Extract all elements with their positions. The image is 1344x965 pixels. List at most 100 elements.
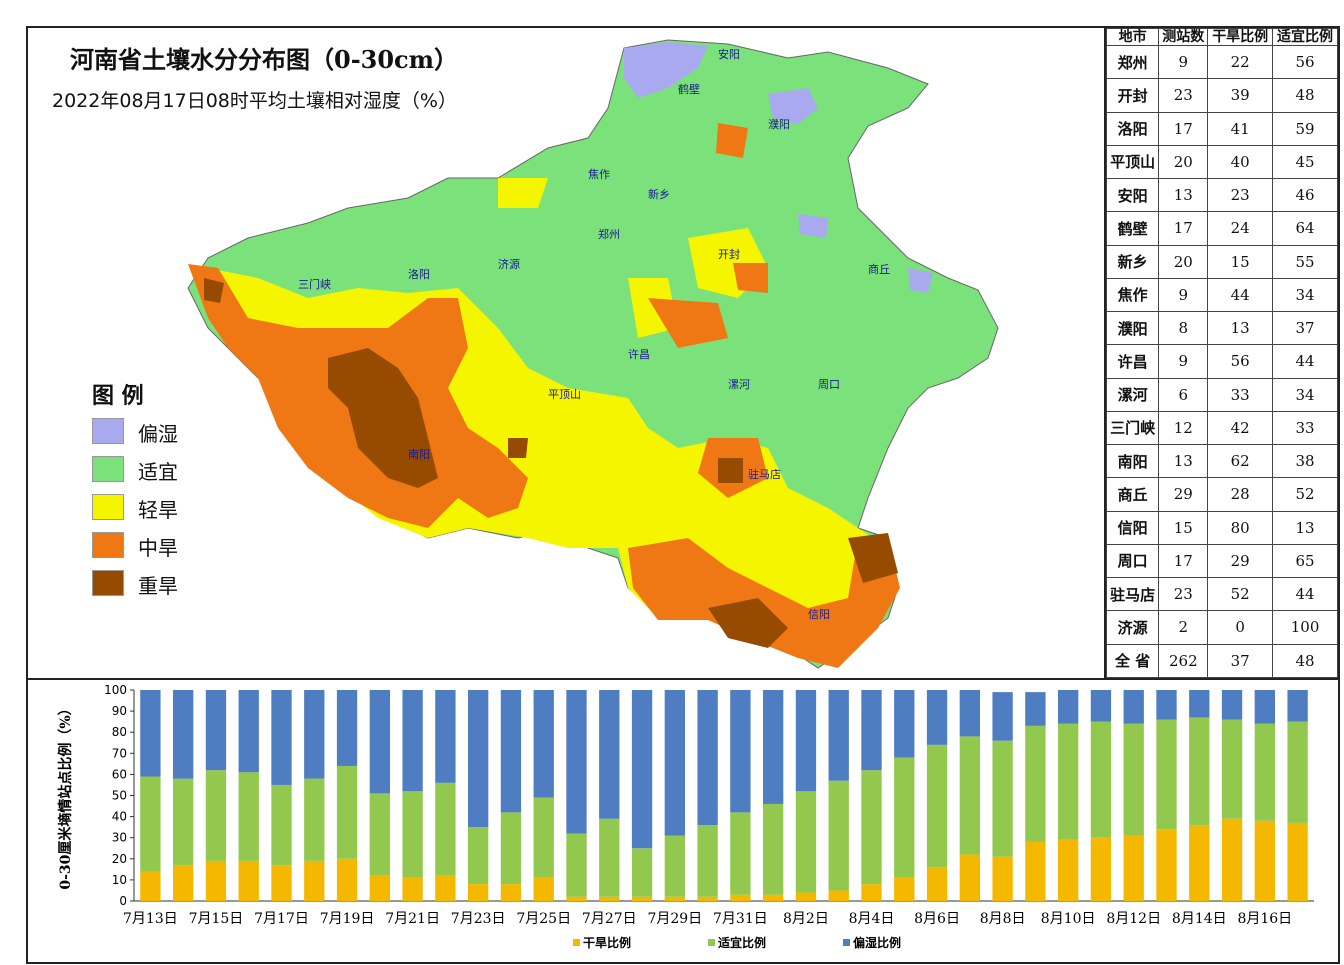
bar-segment: [566, 896, 587, 901]
table-value-cell: 65: [1272, 543, 1338, 579]
y-axis-label: 0-30厘米墒情站点比例（%）: [57, 701, 74, 889]
map-region-moderate-drought: [733, 263, 768, 293]
bar-segment: [304, 690, 325, 779]
table-value-cell: 56: [1207, 344, 1274, 379]
table-value-cell: 55: [1272, 244, 1338, 279]
table-row: 南阳 13 62 38: [1105, 443, 1338, 479]
soil-moisture-map-panel: 郑州 开封 洛阳 安阳 新乡 焦作 濮阳 许昌 漯河 三门峡 南阳 商丘 信阳 周口 驻马店 平顶山 鹤壁 济源 …: [26, 26, 1106, 680]
city-name-cell: 南阳: [1105, 443, 1160, 479]
map-region-severe-drought: [708, 598, 788, 648]
x-tick-label: 7月13日: [123, 911, 178, 927]
bar-segment: [1221, 690, 1243, 720]
bar-segment: [730, 894, 751, 901]
bar-segment: [861, 690, 882, 771]
bar-segment: [926, 690, 948, 745]
bar-segment: [271, 784, 292, 866]
table-value-cell: 12: [1158, 410, 1209, 446]
table-header-row: 地市 测站数 干旱比例 适宜比例: [1105, 28, 1338, 46]
x-tick-label: 7月31日: [713, 911, 768, 927]
bar-segment: [828, 780, 849, 891]
bar-segment: [1123, 723, 1144, 836]
city-name-cell: 驻马店: [1105, 576, 1160, 612]
map-place-label: 漯河: [728, 378, 750, 391]
city-name-cell: 焦作: [1105, 277, 1160, 313]
bar-segment: [697, 825, 718, 897]
legend-label: 轻旱: [138, 498, 178, 522]
y-tick-label: 20: [112, 852, 127, 866]
table-value-cell: 13: [1158, 177, 1209, 213]
table-value-cell: 17: [1158, 211, 1209, 246]
bar-segment: [1058, 690, 1079, 724]
bar-segment: [205, 860, 227, 901]
legend-swatch: [92, 418, 124, 444]
bar-segment: [566, 690, 587, 834]
table-value-cell: 33: [1207, 377, 1274, 412]
bar-segment: [1123, 690, 1144, 724]
map-region-wet: [624, 42, 708, 98]
bar-segment: [468, 884, 489, 901]
x-tick-label: 7月25日: [516, 911, 571, 927]
bar-segment: [1090, 721, 1112, 838]
y-tick-label: 90: [112, 704, 127, 718]
bar-segment: [271, 690, 292, 785]
table-value-cell: 62: [1207, 443, 1274, 479]
table-value-cell: 52: [1272, 477, 1338, 512]
bar-segment: [304, 860, 325, 901]
map-region-severe-drought: [328, 348, 438, 488]
bar-segment: [1025, 692, 1046, 726]
bar-segment: [336, 765, 358, 859]
table-value-cell: 17: [1158, 543, 1209, 579]
table-row: 驻马店 23 52 44: [1105, 576, 1338, 612]
x-tick-label: 7月23日: [451, 911, 506, 927]
table-value-cell: 33: [1272, 410, 1338, 446]
bar-segment: [435, 690, 456, 783]
chart-legend-label: 偏湿比例: [853, 935, 901, 950]
city-name-cell: 安阳: [1105, 177, 1160, 213]
bar-segment: [763, 690, 784, 804]
table-value-cell: 20: [1158, 144, 1209, 180]
bar-segment: [664, 896, 685, 901]
map-place-label: 焦作: [588, 168, 610, 181]
table-row: 新乡 20 15 55: [1105, 244, 1338, 279]
map-place-label: 三门峡: [298, 277, 331, 291]
x-tick-label: 7月17日: [254, 911, 309, 927]
bar-segment: [894, 690, 915, 758]
table-value-cell: 17: [1158, 111, 1209, 146]
bar-segment: [1189, 690, 1210, 718]
table-value-cell: 28: [1207, 477, 1274, 512]
table-value-cell: 64: [1272, 211, 1338, 246]
table-value-cell: 37: [1207, 643, 1274, 678]
bar-segment: [861, 770, 882, 885]
legend-label: 适宜: [138, 460, 178, 484]
bar-segment: [369, 793, 390, 876]
bar-segment: [468, 690, 489, 828]
table-value-cell: 40: [1207, 144, 1274, 180]
bar-segment: [140, 690, 161, 777]
table-value-cell: 29: [1207, 543, 1274, 579]
legend-swatch: [92, 532, 124, 558]
map-place-label: 鹤壁: [678, 82, 700, 96]
bar-segment: [992, 740, 1013, 857]
table-value-cell: 41: [1207, 111, 1274, 146]
city-name-cell: 信阳: [1105, 510, 1160, 545]
bar-segment: [730, 690, 751, 813]
table-value-cell: 34: [1272, 277, 1338, 313]
table-value-cell: 13: [1272, 510, 1338, 545]
map-place-label: 安阳: [718, 47, 740, 61]
table-row: 安阳 13 23 46: [1105, 177, 1338, 213]
bar-segment: [1156, 690, 1177, 720]
bar-segment: [1058, 839, 1079, 901]
chart-legend-swatch: [843, 939, 850, 946]
table-value-cell: 9: [1158, 344, 1209, 379]
bar-segment: [238, 690, 259, 773]
map-region-wet: [908, 268, 933, 293]
y-tick-label: 70: [112, 746, 127, 760]
table-row: 三门峡 12 42 33: [1105, 410, 1338, 446]
bar-segment: [336, 858, 358, 901]
table-row: 濮阳 8 13 37: [1105, 310, 1338, 346]
bar-segment: [1090, 690, 1112, 722]
map-region-light-drought: [498, 178, 548, 208]
bar-segment: [533, 797, 554, 878]
bar-segment: [1025, 841, 1046, 901]
bar-segment: [631, 896, 653, 901]
